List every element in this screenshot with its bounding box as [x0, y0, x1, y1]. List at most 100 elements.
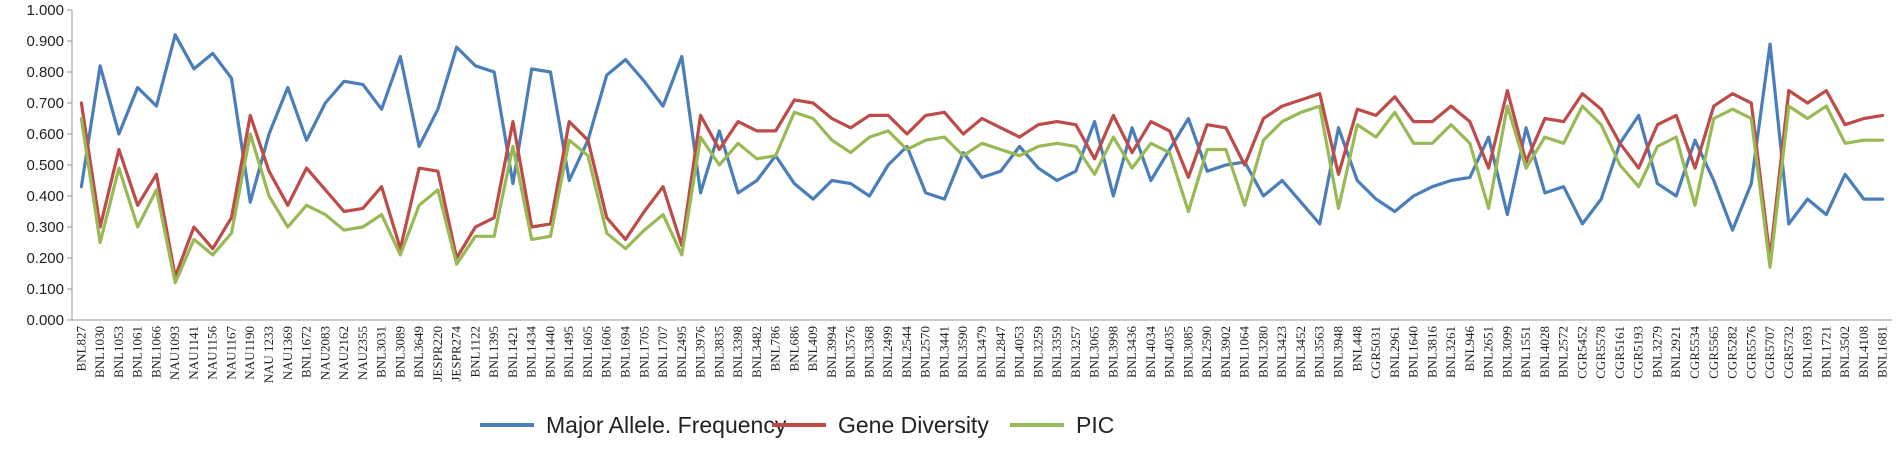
y-tick-label: 0.800 [26, 64, 64, 81]
x-tick-label: NAU1156 [205, 326, 220, 380]
x-tick-label: NAU1190 [242, 326, 257, 380]
x-tick-label: BNL3479 [974, 326, 989, 378]
x-tick-label: BNL3099 [1499, 326, 1514, 378]
x-tick-label: CGR5534 [1687, 326, 1702, 379]
x-tick-label: BNL1721 [1818, 326, 1833, 378]
x-tick-label: BNL1672 [299, 326, 314, 378]
x-tick-label: BNL3576 [843, 326, 858, 379]
x-tick-label: BNL1707 [655, 326, 670, 379]
x-tick-label: BNL1551 [1518, 326, 1533, 378]
series-line-pic [79, 104, 1885, 285]
x-tick-label: BNL2495 [674, 326, 689, 378]
x-tick-label: CGR5732 [1781, 326, 1796, 379]
x-tick-label: BNL3257 [1068, 326, 1083, 379]
x-tick-label: BNL3259 [1030, 326, 1045, 378]
x-tick-label: BNL1061 [130, 326, 145, 378]
x-tick-label: BNL3085 [1180, 326, 1195, 378]
y-tick-label: 0.600 [26, 126, 64, 143]
x-tick-label: BNL3368 [861, 326, 876, 378]
x-tick-label: BNL2590 [1199, 326, 1214, 378]
y-tick-labels: 0.000 0.100 0.200 0.300 0.400 0.500 0.600 0.700… [26, 2, 72, 329]
x-tick-label: BNL3816 [1424, 326, 1439, 379]
x-tick-label: NAU1141 [186, 326, 201, 380]
x-tick-label: BNL2572 [1556, 326, 1571, 378]
x-tick-label: CGR5161 [1612, 326, 1627, 379]
x-tick-label: BNL4034 [1143, 326, 1158, 379]
x-tick-label: BNL409 [805, 326, 820, 372]
x-tick-label: BNL4028 [1537, 326, 1552, 378]
x-tick-label: BNL1495 [561, 326, 576, 378]
legend-label: Gene Diversity [838, 412, 989, 438]
x-tick-label: NAU2083 [317, 326, 332, 380]
x-tick-label: BNL3649 [411, 326, 426, 378]
x-tick-label: BNL2544 [899, 326, 914, 379]
x-tick-label: NAU1369 [280, 326, 295, 380]
y-tick-label: 0.400 [26, 188, 64, 205]
x-tick-label: CGR5282 [1725, 326, 1740, 379]
x-tick-label: CGR5452 [1574, 326, 1589, 379]
x-tick-label: BNL3948 [1330, 326, 1345, 378]
x-tick-label: BNL3998 [1105, 326, 1120, 378]
series-lines [79, 33, 1885, 285]
x-tick-label: BNL1064 [1237, 326, 1252, 379]
x-tick-label: BNL3423 [1274, 326, 1289, 378]
x-tick-label: BNL2847 [993, 326, 1008, 379]
x-tick-label: NAU2162 [336, 326, 351, 380]
x-tick-labels: BNL827 BNL1030 BNL1053 BNL1061 BNL1066 NAU109… [73, 326, 1889, 384]
y-tick-label: 0.200 [26, 250, 64, 267]
x-tick-label: BNL448 [1349, 326, 1364, 372]
x-tick-label: BNL1421 [505, 326, 520, 378]
x-tick-label: BNL3452 [1293, 326, 1308, 378]
x-tick-label: NAU 1233 [261, 326, 276, 383]
x-tick-label: BNL3482 [749, 326, 764, 378]
x-tick-label: BNL3359 [1049, 326, 1064, 378]
y-tick-label: 0.900 [26, 33, 64, 50]
x-tick-label: CGR5031 [1368, 326, 1383, 379]
x-tick-label: BNL1434 [524, 326, 539, 379]
x-tick-label: JESPR220 [430, 326, 445, 382]
x-tick-label: CGR5707 [1762, 326, 1777, 379]
x-tick-label: BNL3031 [374, 326, 389, 378]
x-tick-label: BNL686 [786, 326, 801, 372]
series-line-gene-diversity [79, 88, 1885, 279]
legend-label: Major Allele. Frequency [546, 412, 787, 438]
x-tick-label: BNL4053 [1012, 326, 1027, 378]
x-tick-label: BNL1693 [1800, 326, 1815, 378]
y-tick-label: 0.500 [26, 157, 64, 174]
x-tick-label: BNL1705 [636, 326, 651, 378]
x-tick-label: BNL1030 [92, 326, 107, 378]
x-tick-label: BNL1605 [580, 326, 595, 378]
x-tick-label: BNL3261 [1443, 326, 1458, 378]
x-tick-label: BNL3089 [392, 326, 407, 378]
x-tick-label: BNL827 [73, 326, 88, 372]
x-tick-label: BNL1606 [599, 326, 614, 379]
x-tick-label: BNL2961 [1387, 326, 1402, 378]
x-tick-label: BNL2921 [1668, 326, 1683, 378]
y-tick-label: 0.100 [26, 281, 64, 298]
x-tick-label: BNL3279 [1649, 326, 1664, 378]
x-tick-label: BNL3502 [1837, 326, 1852, 378]
x-tick-label: NAU2355 [355, 326, 370, 380]
x-tick-label: BNL3280 [1255, 326, 1270, 378]
x-tick-label: CGR5193 [1631, 326, 1646, 379]
x-tick-label: BNL1395 [486, 326, 501, 378]
x-tick-label: BNL1640 [1406, 326, 1421, 378]
x-tick-label: BNL3976 [693, 326, 708, 379]
y-tick-label: 1.000 [26, 2, 64, 19]
x-tick-label: JESPR274 [449, 326, 464, 382]
x-tick-label: BNL3398 [730, 326, 745, 378]
x-tick-label: BNL2570 [918, 326, 933, 378]
legend: Major Allele. Frequency Gene Diversity PIC [480, 412, 1114, 438]
y-tick-label: 0.700 [26, 95, 64, 112]
y-tick-label: 0.000 [26, 312, 64, 329]
x-tick-label: CGR5578 [1593, 326, 1608, 379]
x-tick-label: BNL1681 [1875, 326, 1890, 378]
x-tick-label: BNL3065 [1087, 326, 1102, 378]
x-tick-label: BNL3994 [824, 326, 839, 379]
x-tick-label: BNL1122 [467, 326, 482, 378]
x-tick-label: BNL2499 [880, 326, 895, 378]
x-tick-label: BNL3835 [711, 326, 726, 378]
x-tick-label: BNL4108 [1856, 326, 1871, 378]
x-tick-label: BNL3436 [1124, 326, 1139, 379]
